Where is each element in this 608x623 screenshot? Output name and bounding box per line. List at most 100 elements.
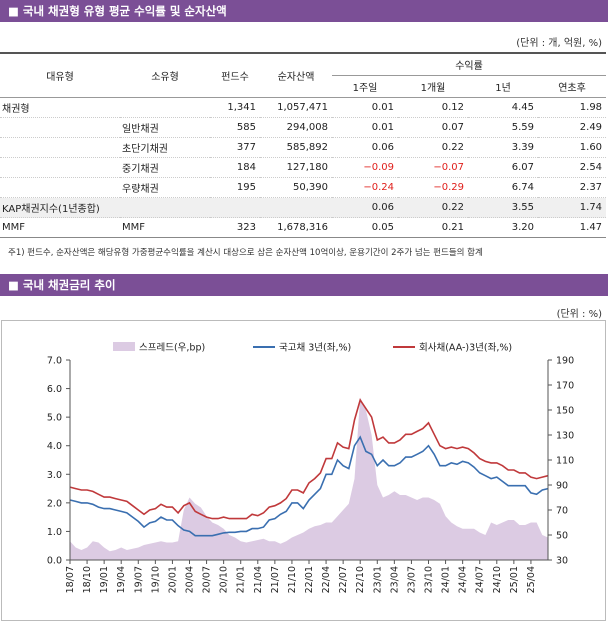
- column-header: 1주일: [332, 75, 398, 98]
- x-tick-label: 21/04: [253, 566, 264, 593]
- section-title: 국내 채권형 유형 평균 수익률 및 순자산액: [0, 0, 608, 22]
- table-cell: 1,341: [227, 102, 256, 113]
- table-cell: 0.12: [441, 102, 464, 113]
- table-cell: [260, 198, 332, 218]
- table-cell: [120, 198, 210, 218]
- table-cell: 0.05: [371, 222, 394, 233]
- x-tick-label: 19/04: [116, 566, 127, 593]
- table-cell: −0.29: [433, 182, 464, 193]
- table-body: 채권형 1,341 1,057,471 0.01 0.12 4.45 1.98 일반채권 585…: [0, 98, 607, 238]
- table-cell: [120, 98, 210, 118]
- rate-line: [69, 435, 549, 537]
- y-tick-label: 0.0: [47, 556, 62, 567]
- x-tick-label: 20/07: [202, 566, 213, 593]
- y2-tick-label: 150: [556, 406, 574, 417]
- table-cell: 0.22: [441, 142, 464, 153]
- y-tick-label: 6.0: [47, 384, 62, 395]
- table-cell: 3.55: [511, 202, 534, 213]
- legend-label: 스프레드(우,bp): [139, 343, 205, 354]
- y-tick-label: 2.0: [47, 498, 62, 509]
- legend-swatch: [113, 342, 135, 351]
- y2-tick-label: 130: [556, 431, 574, 442]
- x-tick-label: 24/07: [475, 566, 486, 593]
- x-tick-label: 23/04: [389, 566, 400, 593]
- legend-label: 회사채(AA-)3년(좌,%): [419, 343, 512, 354]
- table-row: 초단기채권 377 585,892 0.06 0.22 3.39 1.60: [0, 138, 607, 158]
- table-cell: 585,892: [286, 142, 328, 153]
- table-row: 중기채권 184 127,180 −0.09 −0.07 6.07 2.54: [0, 158, 607, 178]
- column-header: 순자산액: [260, 53, 332, 98]
- footnote: 주1) 펀드수, 순자산액은 해당유형 가중평균수익률을 계산시 대상으로 삼은…: [8, 248, 483, 258]
- table-cell: 323: [236, 222, 256, 233]
- table-cell: 2.37: [579, 182, 603, 193]
- y2-tick-label: 50: [556, 531, 568, 542]
- y-tick-label: 4.0: [47, 441, 62, 452]
- unit-label: (단위 : %): [556, 309, 602, 320]
- x-tick-label: 23/01: [372, 566, 383, 593]
- x-tick-label: 20/10: [219, 566, 230, 593]
- table-cell: 294,008: [286, 122, 328, 133]
- table-cell: 0.01: [371, 102, 394, 113]
- table-cell: 우량채권: [122, 184, 159, 195]
- table-cell: 3.20: [511, 222, 534, 233]
- table-cell: 377: [236, 142, 256, 153]
- table-cell: 초단기채권: [122, 144, 168, 155]
- x-tick-label: 22/04: [321, 566, 332, 593]
- table-cell: 0.01: [371, 122, 394, 133]
- table-cell: 일반채권: [122, 124, 159, 135]
- table-cell: 1.98: [579, 102, 603, 113]
- table-cell: MMF: [122, 222, 146, 233]
- rate-line: [69, 398, 549, 520]
- table-cell: KAP채권지수(1년종합): [2, 204, 100, 215]
- table-cell: 6.74: [511, 182, 534, 193]
- table-cell: 127,180: [286, 162, 328, 173]
- table-cell: 5.59: [511, 122, 534, 133]
- table-cell: 1.60: [579, 142, 603, 153]
- x-tick-label: 25/04: [526, 566, 537, 593]
- chart: 0.0 1.0 2.0 3.0 4.0 5.0 6.0 7.0 30 50 70 90 110 130 15…: [1, 320, 606, 621]
- table-cell: 0.06: [371, 142, 394, 153]
- table-cell: 1.74: [579, 202, 603, 213]
- x-tick-label: 24/04: [458, 566, 469, 593]
- column-header: 대유형: [0, 53, 120, 98]
- column-header: 연초후: [538, 75, 607, 98]
- table-cell: −0.09: [363, 162, 394, 173]
- table-cell: [0, 158, 120, 178]
- x-tick-label: 22/10: [355, 566, 366, 593]
- table-row: 우량채권 195 50,390 −0.24 −0.29 6.74 2.37: [0, 178, 607, 198]
- table-row: 채권형 1,341 1,057,471 0.01 0.12 4.45 1.98: [0, 98, 607, 118]
- column-header: 소유형: [120, 53, 210, 98]
- spread-area: [70, 397, 548, 560]
- y-tick-label: 3.0: [47, 470, 62, 481]
- table-cell: 1,057,471: [277, 102, 328, 113]
- table-cell: 6.07: [511, 162, 534, 173]
- column-header: 1년: [468, 75, 538, 98]
- returns-table: 대유형 소유형 펀드수 순자산액 수익률 1주일 1개월 1년 연초후 채권형 1…: [0, 52, 607, 238]
- table-cell: 3.39: [511, 142, 534, 153]
- table-cell: 2.54: [579, 162, 603, 173]
- table-cell: 1,678,316: [277, 222, 328, 233]
- table-cell: −0.07: [433, 162, 464, 173]
- table-cell: MMF: [2, 222, 26, 233]
- chart-frame: [1, 320, 606, 621]
- legend-label: 국고채 3년(좌,%): [279, 343, 351, 354]
- table-cell: 중기채권: [122, 164, 159, 175]
- x-tick-label: 20/04: [185, 566, 196, 593]
- table-cell: [210, 198, 260, 218]
- table-cell: 0.07: [441, 122, 464, 133]
- table-cell: [0, 178, 120, 198]
- y2-tick-label: 190: [556, 356, 574, 367]
- x-tick-label: 24/01: [441, 566, 452, 593]
- y2-tick-label: 170: [556, 381, 574, 392]
- x-tick-label: 18/07: [65, 566, 76, 593]
- table-cell: 채권형: [2, 104, 30, 115]
- x-tick-label: 24/10: [492, 566, 503, 593]
- table-cell: 195: [236, 182, 256, 193]
- table-cell: [0, 138, 120, 158]
- column-header: 펀드수: [210, 53, 260, 98]
- table-row: 일반채권 585 294,008 0.01 0.07 5.59 2.49: [0, 118, 607, 138]
- x-tick-label: 23/10: [424, 566, 435, 593]
- table-cell: 184: [236, 162, 256, 173]
